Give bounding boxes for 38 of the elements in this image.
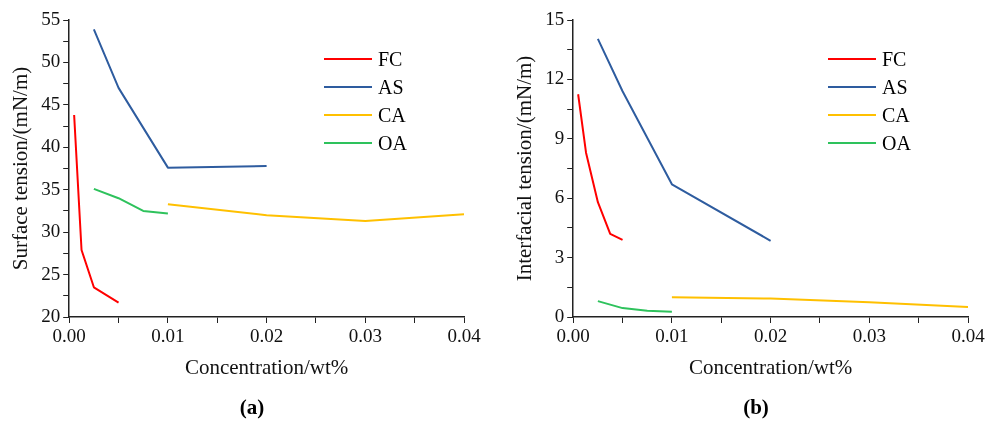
x-tick-label: 0.01 <box>655 325 689 347</box>
legend-label: FC <box>882 47 907 72</box>
y-axis-title: Interfacial tension/(mN/m) <box>512 55 537 282</box>
x-axis-title: Concentration/wt% <box>184 354 349 379</box>
legend-label: CA <box>378 103 406 128</box>
x-tick-label: 0.01 <box>151 325 185 347</box>
y-tick-label: 15 <box>545 7 565 29</box>
legend-label: OA <box>378 131 407 156</box>
x-tick-label: 0.03 <box>348 325 382 347</box>
legend-label: OA <box>882 131 911 156</box>
legend-label: AS <box>378 75 404 100</box>
y-tick-label: 55 <box>41 7 61 29</box>
y-tick-label: 50 <box>41 50 61 72</box>
y-tick-label: 6 <box>554 186 565 208</box>
y-tick-label: 0 <box>554 304 565 326</box>
y-axis-title: Surface tension/(mN/m) <box>8 66 33 271</box>
x-tick-label: 0.00 <box>52 325 86 347</box>
y-tick-label: 40 <box>41 135 61 157</box>
text: (a) <box>238 395 266 420</box>
x-tick-label: 0.02 <box>753 325 788 347</box>
y-tick-label: 35 <box>41 177 61 199</box>
text: (b) <box>742 395 770 420</box>
y-tick-label: 3 <box>554 245 565 267</box>
y-tick-label: 20 <box>41 304 61 326</box>
x-tick-label: 0.00 <box>556 325 590 347</box>
x-tick-label: 0.04 <box>951 325 986 347</box>
x-tick-label: 0.02 <box>249 325 284 347</box>
x-tick-label: 0.04 <box>447 325 482 347</box>
legend-label: CA <box>882 103 910 128</box>
legend-label: AS <box>882 75 908 100</box>
legend-label: FC <box>378 47 403 72</box>
y-tick-label: 12 <box>545 67 565 89</box>
x-axis-title: Concentration/wt% <box>688 354 853 379</box>
y-tick-label: 30 <box>41 220 61 242</box>
y-tick-label: 9 <box>554 126 565 148</box>
y-tick-label: 45 <box>41 92 61 114</box>
y-tick-label: 25 <box>41 262 61 284</box>
x-tick-label: 0.03 <box>852 325 886 347</box>
